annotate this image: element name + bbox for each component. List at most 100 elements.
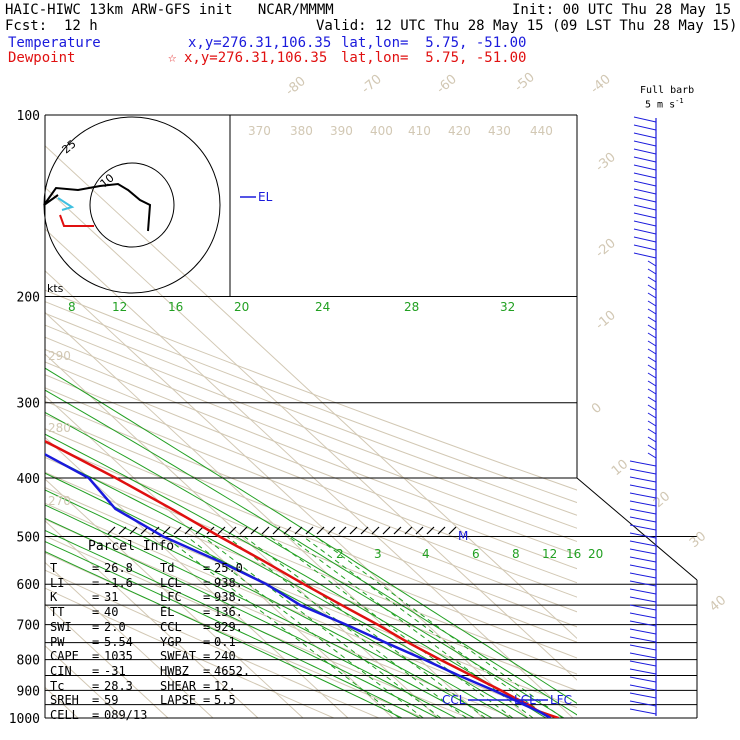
parcel-key: LCL (160, 575, 182, 590)
wind-barb (629, 492, 657, 499)
hatch-mark (239, 526, 248, 535)
hatch-mark (404, 526, 413, 535)
wind-barb (647, 444, 657, 451)
dry-adiabat (45, 428, 577, 643)
isotherm-label: 10 (609, 457, 631, 479)
isotherm-label: 40 (707, 593, 729, 615)
wind-barb (629, 652, 657, 659)
pressure-label: 1000 (9, 712, 40, 727)
hodograph-ring-label: 25 (60, 137, 79, 156)
wind-barb (647, 452, 657, 459)
hatch-mark (305, 526, 314, 535)
wind-barb (633, 196, 657, 203)
wind-barb (629, 516, 657, 523)
wind-barb (633, 220, 657, 227)
parcel-value: 2.0 (104, 619, 126, 634)
pressure-label: 500 (17, 530, 40, 545)
pressure-label: 700 (17, 619, 40, 634)
parcel-value: 240 (214, 649, 236, 664)
barb-legend-1: Full barb (640, 85, 695, 96)
isotherm-label: 0 (589, 400, 605, 417)
wind-barb (629, 508, 657, 515)
dry-adiabat (45, 324, 577, 529)
dewpoint-latlon: lat,lon= 5.75, -51.00 (341, 50, 527, 66)
isotherm-line (45, 478, 304, 718)
wind-barb (629, 484, 657, 491)
mixing-ratio-line (226, 536, 467, 718)
wind-barb (629, 668, 657, 675)
parcel-value: 089/13 (104, 708, 148, 722)
level-label-ccl: CCL (442, 693, 466, 707)
isotherm-label: -40 (588, 72, 614, 97)
parcel-info-title: Parcel Info (88, 539, 175, 554)
parcel-value: 938. (214, 590, 243, 605)
parcel-eq: = (203, 678, 211, 693)
wind-barb (629, 564, 657, 571)
theta-label: 410 (408, 124, 431, 138)
hatch-mark (250, 526, 259, 535)
hatch-mark (173, 526, 182, 535)
wind-barb (633, 252, 657, 259)
dewpoint-legend: Dewpoint (8, 50, 76, 66)
parcel-key: K (50, 590, 58, 605)
wind-barb (629, 692, 657, 699)
hatch-mark (393, 526, 402, 535)
parcel-key: YGP (160, 634, 182, 649)
parcel-value: 5.54 (104, 634, 133, 649)
wind-barb (629, 676, 657, 683)
hatch-mark (426, 526, 435, 535)
wind-barb (629, 524, 657, 531)
parcel-eq: = (92, 561, 100, 575)
parcel-key: LI (50, 575, 65, 590)
parcel-value: 25.0 (214, 561, 243, 575)
wind-barb (629, 572, 657, 579)
mixing-ratio-label: 12 (542, 547, 557, 561)
wind-barbs (629, 116, 657, 716)
series-temperature-line (45, 439, 559, 718)
theta-label: 370 (248, 124, 271, 138)
parcel-key: LFC (160, 590, 182, 605)
level-label-m: M (458, 529, 468, 543)
isotherm-line (45, 228, 574, 718)
dry-adiabat (45, 289, 577, 491)
parcel-eq: = (92, 590, 100, 605)
wind-barb (633, 132, 657, 139)
hodograph-ring-label: 10 (98, 171, 117, 190)
parcel-key: CELL (50, 708, 79, 722)
star-icon: ☆ (168, 50, 177, 66)
parcel-value: 26.8 (104, 561, 133, 575)
parcel-key: CIN (50, 663, 72, 678)
mixing-ratio-label: 32 (500, 300, 515, 314)
theta-label: 430 (488, 124, 511, 138)
parcel-value: 929. (214, 619, 243, 634)
parcel-value: 12. (214, 678, 236, 693)
wind-barb (629, 540, 657, 547)
hodograph-ring-10 (89, 162, 175, 248)
wind-barb (647, 284, 657, 291)
wind-barb (629, 660, 657, 667)
moist-adiabat (45, 411, 565, 718)
isotherm-label: -50 (512, 70, 538, 95)
parcel-eq: = (203, 590, 211, 605)
wind-barb (633, 148, 657, 155)
wind-barb (633, 124, 657, 131)
mixing-ratio-line (243, 536, 486, 718)
hatch-mark (349, 526, 358, 535)
dry-adiabat (45, 361, 577, 570)
isotherm-line (45, 186, 577, 681)
isotherm-label: -20 (593, 236, 619, 261)
isotherm-label: 20 (651, 489, 673, 511)
hatch-mark (184, 526, 193, 535)
mixing-ratio-label: 2 (336, 547, 344, 561)
wind-barb (647, 364, 657, 371)
parcel-value: 40 (104, 605, 119, 620)
hatch-mark (371, 526, 380, 535)
hatch-mark (415, 526, 424, 535)
dry-adiabat (45, 456, 577, 675)
isotherm-label: -80 (283, 74, 309, 99)
pressure-label: 800 (17, 654, 40, 669)
wind-barb (629, 612, 657, 619)
pressure-label: 900 (17, 684, 40, 699)
wind-barb (647, 420, 657, 427)
